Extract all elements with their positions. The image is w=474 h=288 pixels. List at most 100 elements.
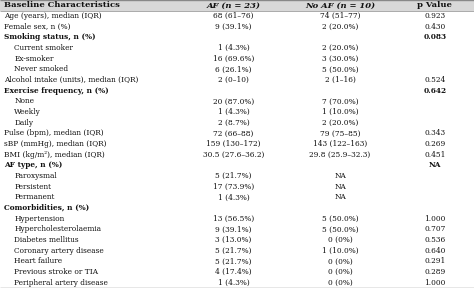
Text: 5 (21.7%): 5 (21.7%) (215, 247, 252, 255)
Bar (0, 181, 474, 192)
Bar (0, 192, 474, 203)
Text: 2 (20.0%): 2 (20.0%) (322, 119, 358, 127)
Text: Persistent: Persistent (14, 183, 51, 191)
Text: 2 (8.7%): 2 (8.7%) (218, 119, 249, 127)
Bar (0, 117, 474, 128)
Text: 0.707: 0.707 (424, 225, 446, 233)
Text: 0 (0%): 0 (0%) (328, 279, 353, 287)
Text: 0.451: 0.451 (424, 151, 446, 159)
Text: 0 (0%): 0 (0%) (328, 268, 353, 276)
Text: 5 (50.0%): 5 (50.0%) (322, 215, 358, 223)
Text: Comorbidities, n (%): Comorbidities, n (%) (4, 204, 89, 212)
Text: Hypercholesterolaemia: Hypercholesterolaemia (14, 225, 101, 233)
Text: 0.536: 0.536 (424, 236, 446, 244)
Text: No AF (n = 10): No AF (n = 10) (305, 1, 375, 9)
Text: 1 (4.3%): 1 (4.3%) (218, 279, 249, 287)
Text: 13 (56.5%): 13 (56.5%) (213, 215, 254, 223)
Text: 1 (4.3%): 1 (4.3%) (218, 193, 249, 201)
Text: 5 (50.0%): 5 (50.0%) (322, 225, 358, 233)
Text: 30.5 (27.6–36.2): 30.5 (27.6–36.2) (203, 151, 264, 159)
Text: 159 (130–172): 159 (130–172) (206, 140, 261, 148)
Text: Weekly: Weekly (14, 108, 41, 116)
Bar (0, 128, 474, 139)
Text: Previous stroke or TIA: Previous stroke or TIA (14, 268, 98, 276)
Bar (0, 32, 474, 43)
Bar (0, 203, 474, 213)
Text: 2 (0–10): 2 (0–10) (218, 76, 249, 84)
Text: Coronary artery disease: Coronary artery disease (14, 247, 104, 255)
Text: None: None (14, 97, 34, 105)
Text: 9 (39.1%): 9 (39.1%) (215, 225, 252, 233)
Text: 5 (21.7%): 5 (21.7%) (215, 257, 252, 265)
Text: 2 (20.0%): 2 (20.0%) (322, 23, 358, 31)
Text: Baseline Characteristics: Baseline Characteristics (4, 1, 119, 9)
Text: Ex-smoker: Ex-smoker (14, 55, 54, 63)
Text: 0.642: 0.642 (423, 87, 447, 95)
Text: NA: NA (334, 193, 346, 201)
Text: 1 (4.3%): 1 (4.3%) (218, 108, 249, 116)
Bar (0, 85, 474, 96)
Text: 2 (1–16): 2 (1–16) (325, 76, 356, 84)
Text: 1.000: 1.000 (424, 279, 446, 287)
Text: 4 (17.4%): 4 (17.4%) (215, 268, 252, 276)
Text: Smoking status, n (%): Smoking status, n (%) (4, 33, 95, 41)
Text: Alcohol intake (units), median (IQR): Alcohol intake (units), median (IQR) (4, 76, 138, 84)
Text: 0.640: 0.640 (424, 247, 446, 255)
Text: sBP (mmHg), median (IQR): sBP (mmHg), median (IQR) (4, 140, 106, 148)
Text: NA: NA (428, 161, 441, 169)
Text: 20 (87.0%): 20 (87.0%) (213, 97, 254, 105)
Text: Current smoker: Current smoker (14, 44, 73, 52)
Text: Paroxysmal: Paroxysmal (14, 172, 57, 180)
Text: Peripheral artery disease: Peripheral artery disease (14, 279, 108, 287)
Bar (0, 21, 474, 32)
Text: 9 (39.1%): 9 (39.1%) (215, 23, 252, 31)
Text: 74 (51–77): 74 (51–77) (320, 12, 360, 20)
Text: NA: NA (334, 183, 346, 191)
Text: 5 (50.0%): 5 (50.0%) (322, 65, 358, 73)
Text: 16 (69.6%): 16 (69.6%) (213, 55, 254, 63)
Bar (0, 53, 474, 64)
Text: 72 (66–88): 72 (66–88) (213, 129, 254, 137)
Text: 0.083: 0.083 (423, 33, 447, 41)
Text: 6 (26.1%): 6 (26.1%) (215, 65, 252, 73)
Text: 1 (4.3%): 1 (4.3%) (218, 44, 249, 52)
Text: Heart failure: Heart failure (14, 257, 63, 265)
Text: Diabetes mellitus: Diabetes mellitus (14, 236, 79, 244)
Text: Pulse (bpm), median (IQR): Pulse (bpm), median (IQR) (4, 129, 103, 137)
Text: 3 (30.0%): 3 (30.0%) (322, 55, 358, 63)
Text: 79 (75–85): 79 (75–85) (320, 129, 360, 137)
Text: 68 (61–76): 68 (61–76) (213, 12, 254, 20)
Text: p Value: p Value (418, 1, 452, 9)
Text: Female sex, n (%): Female sex, n (%) (4, 23, 70, 31)
Bar (0, 96, 474, 107)
Bar (0, 11, 474, 21)
Bar (0, 64, 474, 75)
Bar (0, 235, 474, 245)
Bar (0, 224, 474, 235)
Text: Hypertension: Hypertension (14, 215, 64, 223)
Text: Daily: Daily (14, 119, 33, 127)
Text: 143 (122–163): 143 (122–163) (313, 140, 367, 148)
Text: BMI (kg/m²), median (IQR): BMI (kg/m²), median (IQR) (4, 151, 105, 159)
Bar (0, 149, 474, 160)
Text: 0.343: 0.343 (424, 129, 446, 137)
Text: 3 (13.0%): 3 (13.0%) (215, 236, 252, 244)
Text: 0.430: 0.430 (424, 23, 446, 31)
Text: 1 (10.0%): 1 (10.0%) (322, 247, 358, 255)
Text: 7 (70.0%): 7 (70.0%) (322, 97, 358, 105)
Text: 0.289: 0.289 (424, 268, 446, 276)
Bar (0, 0, 474, 11)
Bar (0, 277, 474, 288)
Bar (0, 245, 474, 256)
Text: 0.269: 0.269 (424, 140, 446, 148)
Text: Age (years), median (IQR): Age (years), median (IQR) (4, 12, 101, 20)
Bar (0, 160, 474, 171)
Text: 1.000: 1.000 (424, 215, 446, 223)
Text: 0.291: 0.291 (424, 257, 446, 265)
Bar (0, 171, 474, 181)
Text: NA: NA (334, 172, 346, 180)
Text: 1 (10.0%): 1 (10.0%) (322, 108, 358, 116)
Bar (0, 213, 474, 224)
Text: 0.923: 0.923 (424, 12, 446, 20)
Text: AF (n = 23): AF (n = 23) (207, 1, 260, 9)
